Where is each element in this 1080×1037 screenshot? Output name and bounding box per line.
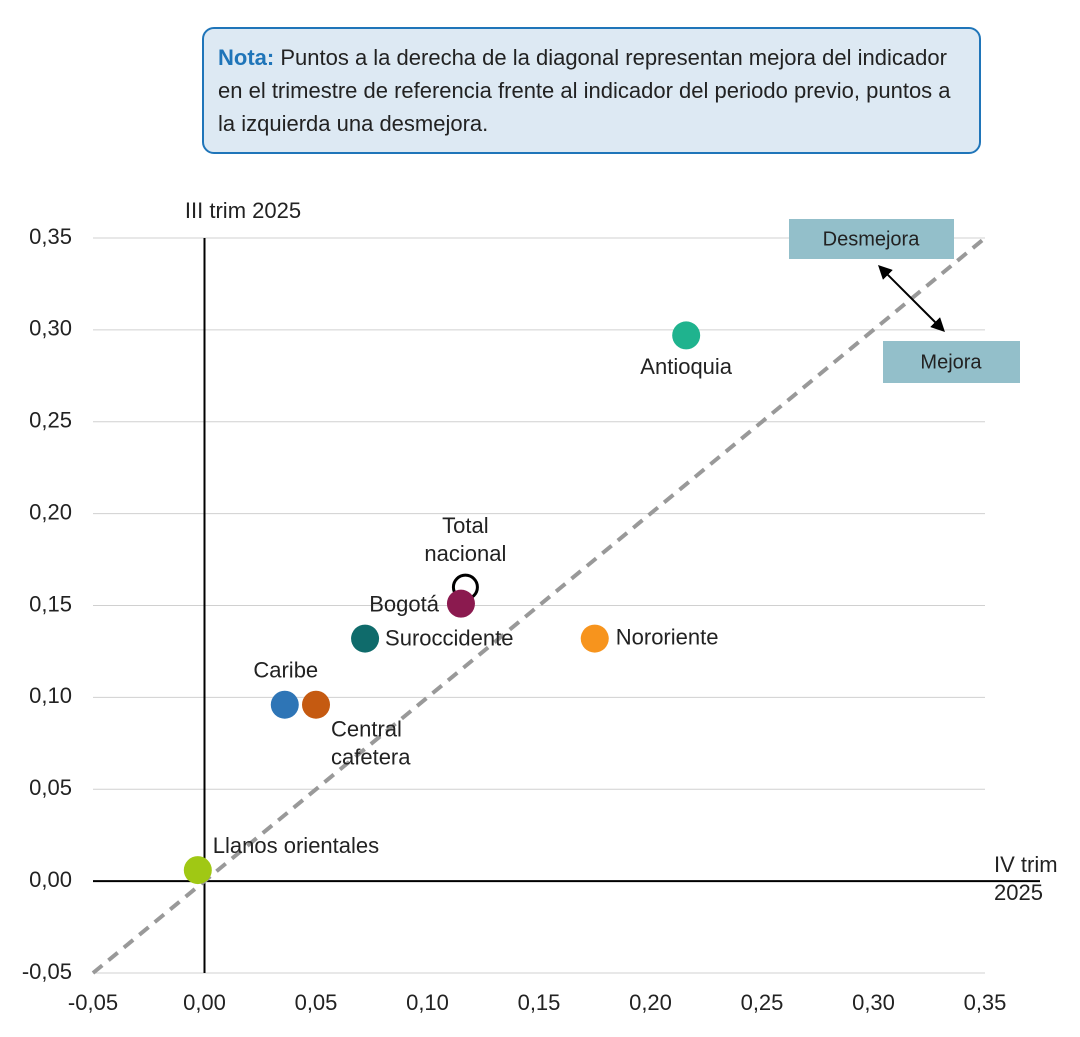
point [580, 624, 609, 653]
x-tick-label: 0,00 [183, 990, 226, 1015]
diagonal [91, 236, 987, 975]
y-tick-label: 0,05 [29, 775, 72, 800]
point-label: Suroccidente [385, 625, 513, 650]
x-tick-label: 0,20 [629, 990, 672, 1015]
note-lead: Nota: [218, 45, 275, 70]
point-label: Total nacional [424, 513, 506, 566]
point-label: Central cafetera [331, 717, 411, 770]
point [302, 690, 330, 719]
point [351, 624, 380, 653]
y-tick-label: 0,20 [29, 499, 72, 524]
annotation-box [789, 219, 954, 259]
annotation-box [883, 341, 1020, 383]
y-tick-label: 0,10 [29, 683, 72, 708]
y-tick-label: 0,00 [29, 867, 72, 892]
point [270, 690, 299, 719]
y-tick-label: -0,05 [22, 959, 72, 984]
annotation: Mejora [920, 351, 982, 373]
y-tick-label: 0,35 [29, 224, 72, 249]
point-label: Nororiente [616, 624, 719, 649]
y-axis-label: III trim 2025 [185, 198, 301, 223]
x-tick-label: 0,15 [518, 990, 561, 1015]
x-axis-label: IV trim 2025 [994, 852, 1058, 905]
note-text: Puntos a la derecha de la diagonal repre… [218, 45, 951, 136]
point-label: Caribe [253, 658, 318, 683]
y-tick-label: 0,30 [29, 316, 72, 341]
x-tick-label: 0,30 [852, 990, 895, 1015]
point-label: Llanos orientales [213, 833, 379, 858]
point-label: Antioquia [640, 354, 733, 379]
point [446, 589, 475, 618]
note-box: Nota: Puntos a la derecha de la diagonal… [202, 27, 981, 154]
point [183, 856, 212, 885]
x-tick-label: 0,05 [295, 990, 338, 1015]
annotation: Desmejora [823, 228, 921, 250]
y-tick-label: 0,15 [29, 591, 72, 616]
x-tick-label: 0,25 [741, 990, 784, 1015]
y-tick-label: 0,25 [29, 408, 72, 433]
x-tick-label: 0,10 [406, 990, 449, 1015]
arrow [878, 265, 945, 332]
point-label: Bogotá [369, 591, 439, 616]
x-tick-label: -0,05 [68, 990, 118, 1015]
point [672, 321, 701, 350]
x-tick-label: 0,35 [964, 990, 1007, 1015]
